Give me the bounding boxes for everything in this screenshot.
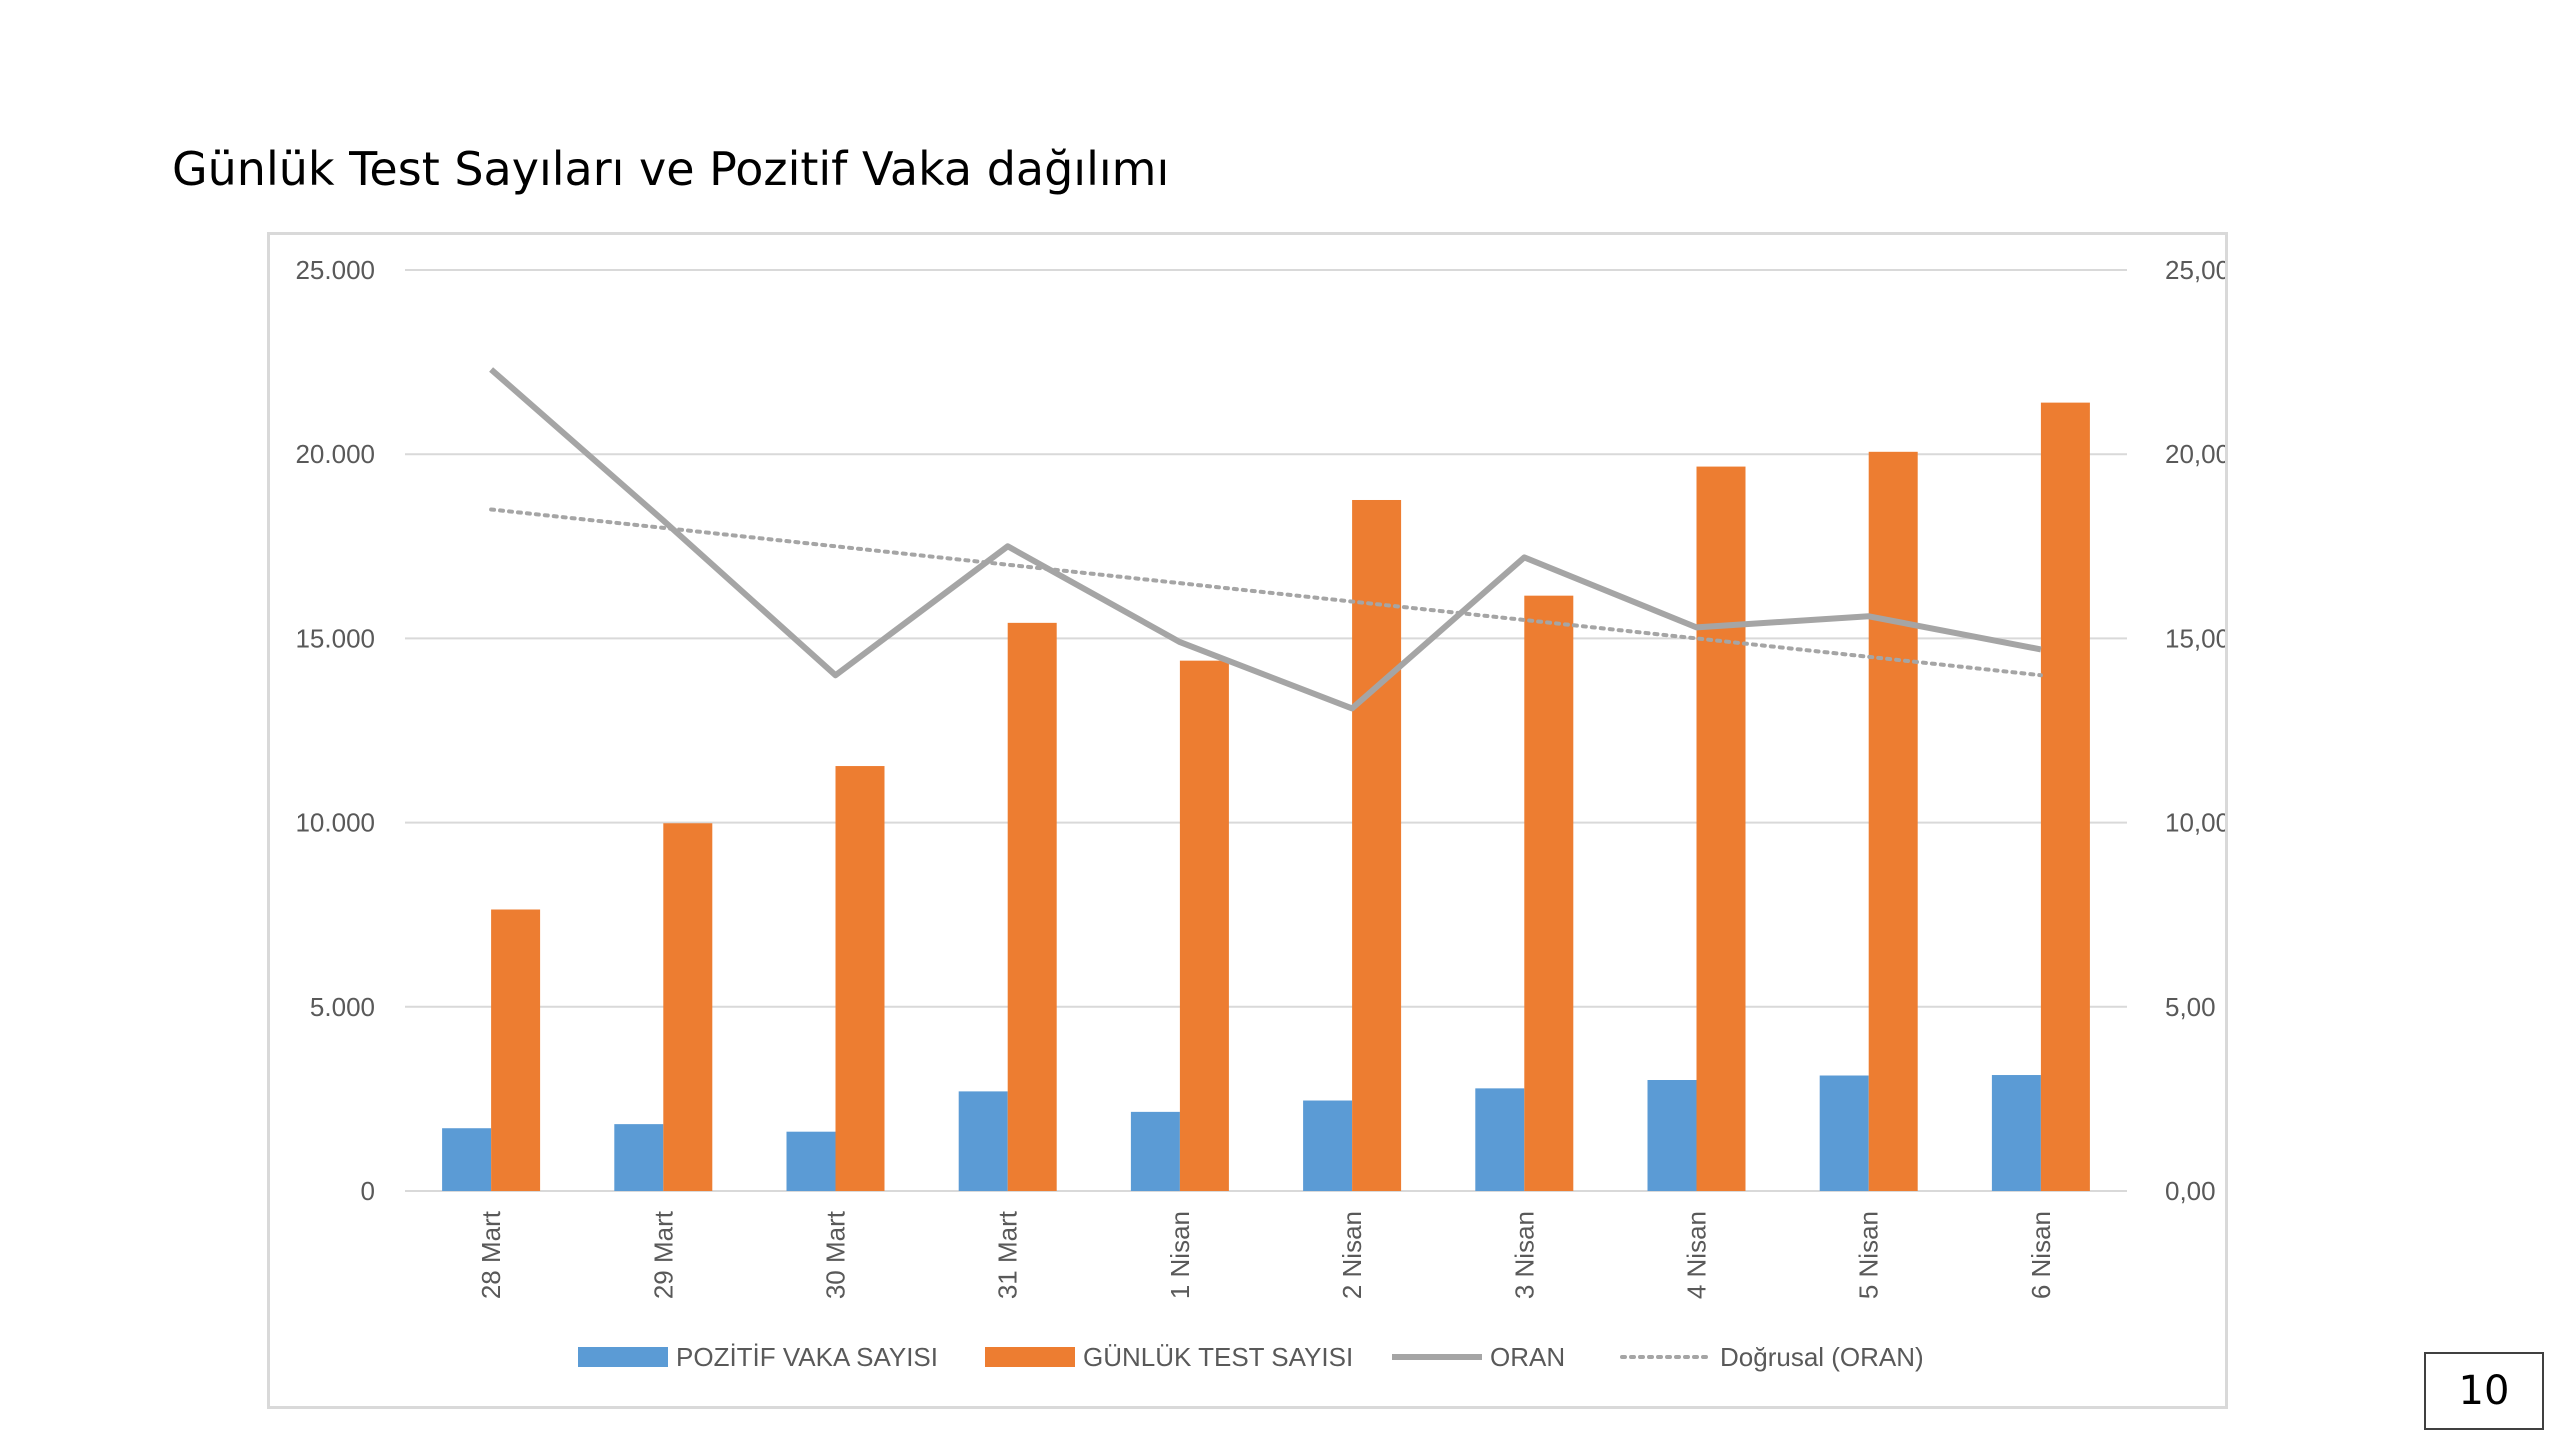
legend-label: POZİTİF VAKA SAYISI <box>676 1342 938 1372</box>
bar-test <box>491 909 541 1191</box>
category-label: 31 Mart <box>993 1210 1023 1299</box>
category-label: 6 Nisan <box>2026 1211 2056 1299</box>
legend: POZİTİF VAKA SAYISI GÜNLÜK TEST SAYISI ORA… <box>578 1342 1924 1372</box>
category-label: 29 Mart <box>648 1210 678 1299</box>
category-label: 4 Nisan <box>1682 1211 1712 1299</box>
bar-test <box>1696 466 1746 1191</box>
legend-swatch <box>578 1347 668 1367</box>
category-label: 3 Nisan <box>1509 1211 1539 1299</box>
chart: 0 0,00 5.000 5,00 10.000 10,00 15.000 15,00 20.0… <box>295 255 2225 1372</box>
line-oran <box>489 367 2042 712</box>
bar-test <box>1524 595 1574 1191</box>
trendline-oran <box>489 507 2043 678</box>
bar-test <box>1179 660 1229 1191</box>
bar-test <box>1352 499 1402 1191</box>
bar-pozitif <box>614 1124 664 1191</box>
legend-oran: ORAN <box>1392 1342 1565 1372</box>
legend-trend: Doğrusal (ORAN) <box>1620 1342 1924 1372</box>
y-tick-label: 10.000 <box>295 808 375 838</box>
slide-title: Günlük Test Sayıları ve Pozitif Vaka dağ… <box>172 142 1170 196</box>
legend-swatch <box>985 1347 1075 1367</box>
bar-pozitif <box>1647 1080 1697 1191</box>
category-label: 1 Nisan <box>1165 1211 1195 1299</box>
page-number: 10 <box>2424 1352 2544 1430</box>
y-tick-label: 15.000 <box>295 623 375 653</box>
y-tick-label: 0 <box>361 1176 375 1206</box>
category-label: 5 Nisan <box>1854 1211 1884 1299</box>
category-label: 28 Mart <box>476 1210 506 1299</box>
legend-test: GÜNLÜK TEST SAYISI <box>985 1342 1353 1372</box>
y2-tick-label: 25,00 <box>2165 255 2225 285</box>
chart-frame: 0 0,00 5.000 5,00 10.000 10,00 15.000 15,00 20.0… <box>267 232 2228 1409</box>
bar-pozitif <box>1819 1075 1869 1191</box>
category-label: 30 Mart <box>821 1210 851 1299</box>
y2-tick-label: 10,00 <box>2165 808 2225 838</box>
y-tick-label: 20.000 <box>295 439 375 469</box>
lines <box>489 367 2043 712</box>
bar-pozitif <box>442 1128 492 1191</box>
y-tick-label: 25.000 <box>295 255 375 285</box>
bar-test <box>835 766 885 1191</box>
bar-test <box>1868 451 1918 1191</box>
bar-pozitif <box>786 1131 836 1191</box>
category-label: 2 Nisan <box>1337 1211 1367 1299</box>
legend-pozitif: POZİTİF VAKA SAYISI <box>578 1342 938 1372</box>
bar-pozitif <box>1303 1100 1353 1191</box>
y2-tick-label: 15,00 <box>2165 623 2225 653</box>
y2-tick-label: 0,00 <box>2165 1176 2216 1206</box>
y-tick-label: 5.000 <box>310 992 375 1022</box>
y2-tick-label: 20,00 <box>2165 439 2225 469</box>
bar-test <box>1007 622 1057 1191</box>
y2-tick-label: 5,00 <box>2165 992 2216 1022</box>
legend-label: GÜNLÜK TEST SAYISI <box>1083 1342 1353 1372</box>
legend-label: ORAN <box>1490 1342 1565 1372</box>
bar-pozitif <box>958 1091 1008 1191</box>
bar-test <box>2040 402 2090 1191</box>
legend-label: Doğrusal (ORAN) <box>1720 1342 1924 1372</box>
bars <box>442 402 2090 1191</box>
bar-test <box>663 823 713 1191</box>
bar-pozitif <box>1475 1088 1525 1191</box>
axes: 0 0,00 5.000 5,00 10.000 10,00 15.000 15,00 20.0… <box>295 255 2225 1299</box>
bar-pozitif <box>1130 1111 1180 1191</box>
bar-pozitif <box>1991 1075 2041 1191</box>
